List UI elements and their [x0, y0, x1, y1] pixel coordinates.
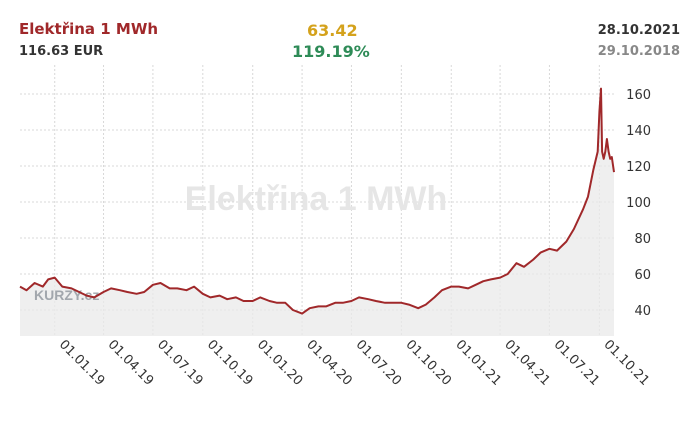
x-tick-label: 01.04.21 — [501, 337, 553, 389]
x-tick-label: 01.01.20 — [254, 337, 306, 389]
chart-watermark: Elektřina 1 MWh — [185, 180, 448, 218]
y-tick-label: 60 — [634, 268, 651, 283]
area-fill — [20, 88, 614, 336]
x-tick-label: 01.07.19 — [154, 337, 206, 389]
y-tick-label: 120 — [626, 160, 651, 175]
y-tick-label: 40 — [634, 304, 651, 319]
x-axis: 01.01.1901.04.1901.07.1901.10.1901.01.20… — [56, 337, 652, 389]
x-tick-label: 01.01.19 — [56, 337, 108, 389]
change-absolute: 63.42 — [307, 21, 358, 40]
series-line — [19, 87, 615, 315]
series-line-layer — [19, 87, 615, 315]
chart-title: Elektřina 1 MWh — [19, 20, 159, 38]
date-start: 29.10.2018 — [597, 44, 680, 59]
y-tick-label: 160 — [626, 88, 651, 103]
corner-mark: ​ — [568, 0, 578, 2]
y-tick-label: 140 — [626, 124, 651, 139]
x-tick-label: 01.04.19 — [105, 337, 157, 389]
change-percent: 119.19% — [292, 42, 370, 61]
x-tick-label: 01.04.20 — [303, 337, 355, 389]
y-axis: 40 60 80 100 120 140 160 — [626, 88, 651, 319]
x-tick-label: 01.10.21 — [601, 337, 653, 389]
current-price: 116.63 EUR — [19, 44, 104, 59]
x-tick-label: 01.07.20 — [353, 337, 405, 389]
y-tick-label: 100 — [626, 196, 651, 211]
area-fill — [20, 88, 614, 336]
x-tick-label: 01.07.21 — [551, 337, 603, 389]
x-tick-label: 01.10.19 — [204, 337, 256, 389]
x-tick-label: 01.01.21 — [452, 337, 504, 389]
y-tick-label: 80 — [634, 232, 651, 247]
x-tick-label: 01.10.20 — [403, 337, 455, 389]
date-end: 28.10.2021 — [597, 23, 680, 38]
kurzy-logo: KURZY.cz — [34, 287, 99, 303]
